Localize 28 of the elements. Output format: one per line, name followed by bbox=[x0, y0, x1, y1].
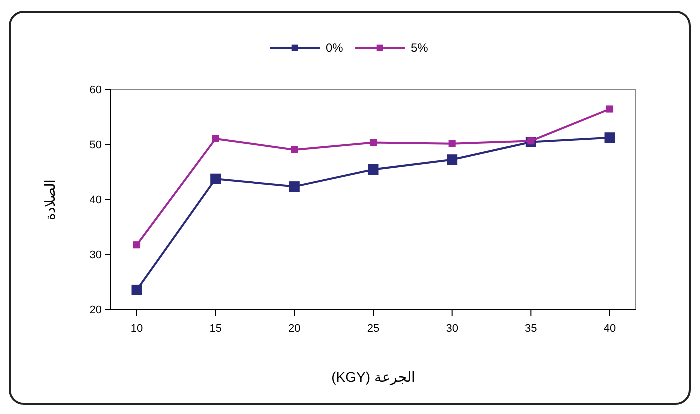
point bbox=[370, 139, 378, 146]
point bbox=[289, 182, 300, 192]
y-tick-label: 40 bbox=[90, 194, 102, 207]
x-tick-label: 35 bbox=[525, 323, 538, 336]
x-tick-label: 40 bbox=[604, 323, 616, 336]
legend-label: 0% bbox=[326, 41, 344, 56]
point bbox=[291, 146, 298, 154]
point bbox=[132, 284, 142, 296]
y-tick-label: 30 bbox=[90, 250, 102, 262]
point bbox=[210, 174, 222, 184]
point bbox=[133, 242, 141, 249]
x-tick-label: 30 bbox=[446, 323, 458, 336]
y-tick-label: 60 bbox=[90, 84, 102, 97]
x-tick-label: 20 bbox=[288, 323, 301, 336]
point bbox=[368, 164, 379, 175]
point bbox=[447, 154, 458, 166]
y-tick-label: 20 bbox=[90, 304, 102, 317]
x-tick-label: 25 bbox=[367, 323, 380, 336]
x-axis-title: (KGY) الجرعة bbox=[332, 369, 416, 386]
y-tick-label: 50 bbox=[90, 140, 102, 152]
x-tick-label: 10 bbox=[130, 323, 144, 336]
point bbox=[606, 106, 614, 113]
legend-label: 5% bbox=[411, 41, 429, 56]
point bbox=[212, 135, 220, 142]
point bbox=[604, 132, 616, 144]
y-axis-title: الصلادة bbox=[42, 180, 58, 220]
x-tick-label: 15 bbox=[210, 323, 222, 336]
point bbox=[448, 140, 456, 148]
